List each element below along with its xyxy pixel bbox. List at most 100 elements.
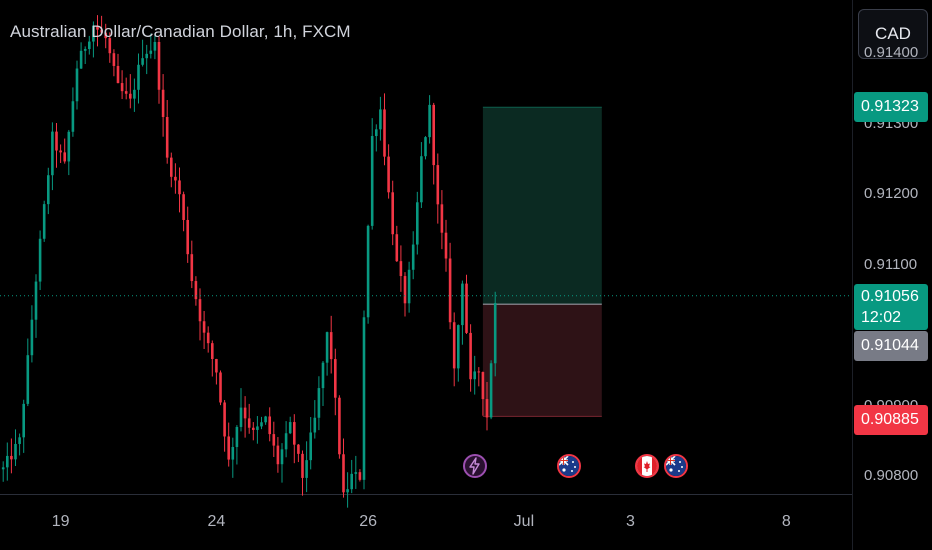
candle-body (493, 303, 497, 364)
candle-body (67, 131, 71, 162)
candle-body (424, 137, 427, 157)
candle-body (309, 432, 312, 461)
candle-body (149, 50, 153, 54)
candle-body (75, 68, 79, 102)
canada-flag-glyph (636, 456, 657, 476)
candle-body (59, 150, 62, 153)
candle-body (399, 261, 403, 277)
candle-body (370, 136, 374, 226)
candle-body (55, 131, 58, 151)
candle-body (477, 371, 481, 373)
candle-body (133, 89, 136, 99)
australia-flag-glyph (559, 456, 579, 476)
candle-body (219, 372, 222, 403)
candle-body (432, 104, 435, 166)
candle-body (124, 91, 128, 94)
candle-body (428, 104, 431, 138)
candle-body (317, 388, 321, 418)
candle-body (403, 276, 407, 304)
profit-zone (482, 107, 602, 305)
candle-body (6, 455, 9, 468)
candle-body (334, 359, 337, 398)
candle-body (366, 225, 370, 318)
time-tick-label: 24 (207, 513, 226, 530)
lightning-icon[interactable] (462, 454, 487, 478)
australia-flag-icon[interactable] (663, 454, 688, 478)
candle-body (325, 332, 329, 363)
candle-body (247, 418, 251, 428)
candle-body (1, 467, 5, 470)
candle-body (153, 42, 157, 51)
candle-body (346, 489, 349, 493)
candle-body (350, 473, 353, 490)
candle-body (190, 254, 194, 282)
candle-body (145, 53, 148, 59)
candle-body (293, 422, 296, 445)
candle-body (288, 422, 292, 434)
candle-body (391, 192, 394, 235)
candle-body (297, 444, 300, 454)
currency-button[interactable]: CAD (858, 9, 928, 59)
candle-body (252, 427, 255, 430)
candle-body (448, 258, 452, 323)
candle-body (14, 443, 17, 460)
canada-flag-icon[interactable] (634, 454, 659, 478)
candle-body (272, 434, 276, 446)
candle-body (420, 156, 423, 203)
candle-body (178, 180, 181, 195)
candle-body (47, 175, 50, 205)
time-tick-label: 3 (626, 513, 635, 530)
price-tick-label: 0.90800 (864, 467, 919, 485)
candle-body (108, 38, 112, 54)
candle-body (358, 472, 362, 480)
price-tick-label: 0.91100 (864, 255, 918, 273)
candle-body (284, 433, 288, 450)
time-tick-label: Jul (513, 513, 535, 530)
last-price-tag: 0.91056 12:02 (854, 283, 928, 330)
candle-body (10, 455, 13, 460)
price-tick-label: 0.91200 (864, 185, 919, 203)
candle-body (34, 281, 38, 320)
entry-price-tag: 0.91044 (854, 330, 928, 361)
candle-body (116, 65, 120, 84)
candle-body (305, 460, 308, 478)
candle-body (280, 449, 284, 465)
australia-flag-icon[interactable] (557, 454, 581, 478)
candle-body (452, 322, 456, 369)
candle-body (457, 325, 460, 369)
candle-body (379, 109, 382, 130)
candle-body (436, 165, 440, 205)
candle-body (129, 93, 132, 99)
candle-body (104, 32, 107, 39)
australia-flag-glyph (665, 456, 686, 476)
candle-body (100, 29, 103, 33)
candle-body (489, 363, 493, 418)
candle-body (440, 204, 444, 233)
candle-body (92, 25, 95, 42)
candle-body (235, 426, 239, 447)
loss-zone (482, 304, 602, 417)
candle-body (161, 89, 165, 118)
candle-body (42, 204, 46, 239)
candle-body (383, 109, 386, 157)
candle-body (79, 50, 83, 69)
candle-body (182, 194, 185, 220)
candle-body (88, 41, 91, 50)
candle-body (26, 355, 30, 404)
time-tick-label: 19 (51, 513, 70, 530)
last-price-label: 0.91056 (861, 287, 919, 305)
symbol-title: Australian Dollar/Canadian Dollar, 1h, F… (10, 22, 351, 41)
candle-body (264, 416, 267, 423)
time-tick-label: 26 (359, 513, 377, 530)
candle-body (30, 319, 34, 356)
stop-loss-price-label: 0.90885 (861, 411, 919, 429)
candle-body (416, 202, 419, 245)
candle-body (137, 64, 140, 90)
candle-body (276, 445, 280, 465)
candle-body (231, 446, 235, 460)
candle-body (313, 417, 317, 433)
candle-body (186, 219, 189, 255)
candle-body (239, 407, 243, 427)
